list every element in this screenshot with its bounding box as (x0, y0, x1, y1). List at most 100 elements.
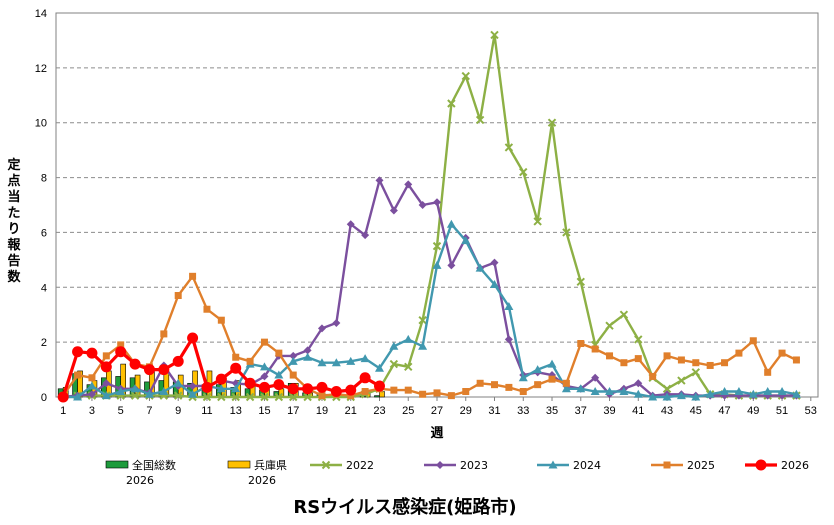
data-point (504, 143, 514, 152)
data-point (534, 381, 542, 389)
data-point (662, 392, 672, 401)
data-point (244, 377, 256, 389)
x-tick-label: 29 (460, 405, 472, 417)
data-point (346, 220, 355, 229)
data-point (677, 376, 686, 385)
data-point (289, 392, 298, 402)
data-point (231, 384, 241, 393)
data-point (187, 332, 199, 344)
data-point (662, 384, 672, 393)
series-2024 (58, 219, 801, 401)
data-point (101, 391, 111, 400)
data-point (72, 346, 84, 358)
legend-swatch (105, 460, 129, 469)
data-point (777, 387, 787, 396)
data-point (447, 99, 456, 108)
data-point (491, 381, 499, 389)
data-point (519, 388, 527, 396)
data-point (403, 334, 413, 343)
data-point (216, 384, 226, 393)
series-line (63, 222, 797, 399)
data-point (303, 352, 313, 361)
data-point (359, 372, 371, 384)
data-point (590, 387, 600, 396)
x-tick-label: 3 (89, 405, 95, 417)
data-point (303, 346, 312, 355)
data-point (461, 71, 470, 81)
data-point (275, 349, 283, 357)
data-point (778, 349, 786, 357)
data-point (332, 318, 341, 327)
data-point (274, 392, 284, 402)
data-point (562, 379, 570, 387)
data-point (57, 391, 69, 403)
data-point (273, 379, 285, 391)
data-point (330, 386, 342, 398)
data-point (289, 371, 297, 379)
data-point (547, 118, 557, 127)
legend-label: 2025 (687, 459, 715, 472)
bar (374, 395, 380, 398)
data-point (318, 392, 326, 400)
data-point (404, 386, 412, 394)
y-tick-label: 4 (41, 282, 47, 294)
x-tick-label: 23 (373, 405, 385, 417)
data-point (475, 115, 485, 125)
data-point (160, 330, 168, 338)
data-point (232, 353, 240, 361)
data-point (88, 374, 96, 382)
data-point (87, 381, 97, 390)
data-point (721, 359, 729, 367)
data-point (475, 263, 485, 272)
data-point (360, 354, 370, 363)
data-point (462, 388, 470, 396)
series-line (63, 179, 797, 399)
series-line (63, 33, 797, 399)
data-point (461, 236, 471, 245)
data-point (691, 392, 701, 401)
data-point (634, 335, 643, 344)
data-point (591, 373, 600, 382)
data-point (130, 384, 140, 393)
data-point (433, 198, 441, 207)
data-point (764, 368, 772, 376)
data-point (260, 392, 269, 402)
data-point (389, 341, 399, 350)
legend-label: 2024 (573, 459, 601, 472)
data-point (259, 362, 269, 371)
x-tick-label: 19 (316, 405, 328, 417)
data-point (519, 167, 528, 177)
data-point (419, 390, 427, 398)
y-tick-label: 0 (41, 392, 47, 404)
data-point (129, 358, 141, 370)
x-tick-label: 47 (718, 405, 730, 417)
data-point (505, 383, 513, 391)
data-point (418, 315, 427, 325)
y-tick-label: 10 (35, 118, 47, 130)
data-point (287, 383, 299, 395)
data-point (102, 379, 111, 388)
y-tick-label: 12 (35, 63, 47, 75)
data-point (548, 460, 558, 469)
data-point (677, 356, 685, 364)
x-tick-label: 41 (632, 405, 644, 417)
data-point (317, 358, 327, 367)
data-point (490, 258, 499, 267)
data-point (345, 384, 357, 396)
line-series (57, 30, 801, 403)
data-point (245, 392, 255, 402)
x-tick-label: 5 (118, 405, 124, 417)
data-point (748, 389, 758, 398)
data-point (73, 392, 83, 401)
x-tick-label: 13 (230, 405, 242, 417)
data-point (390, 386, 398, 394)
legend-label: 2026 (126, 474, 154, 487)
legend-label: 2022 (346, 459, 374, 472)
x-axis-ticks: 1 3 5 7 9 11 13 15 17 19 21 23 25 27 29 31 33 35 37 39 41 43 4… (60, 397, 817, 417)
data-point (102, 352, 110, 360)
data-point (143, 364, 155, 376)
data-point (130, 391, 140, 400)
x-axis-label: 週 (430, 426, 443, 441)
data-point (172, 355, 184, 367)
legend-label: 兵庫県 (254, 458, 287, 472)
